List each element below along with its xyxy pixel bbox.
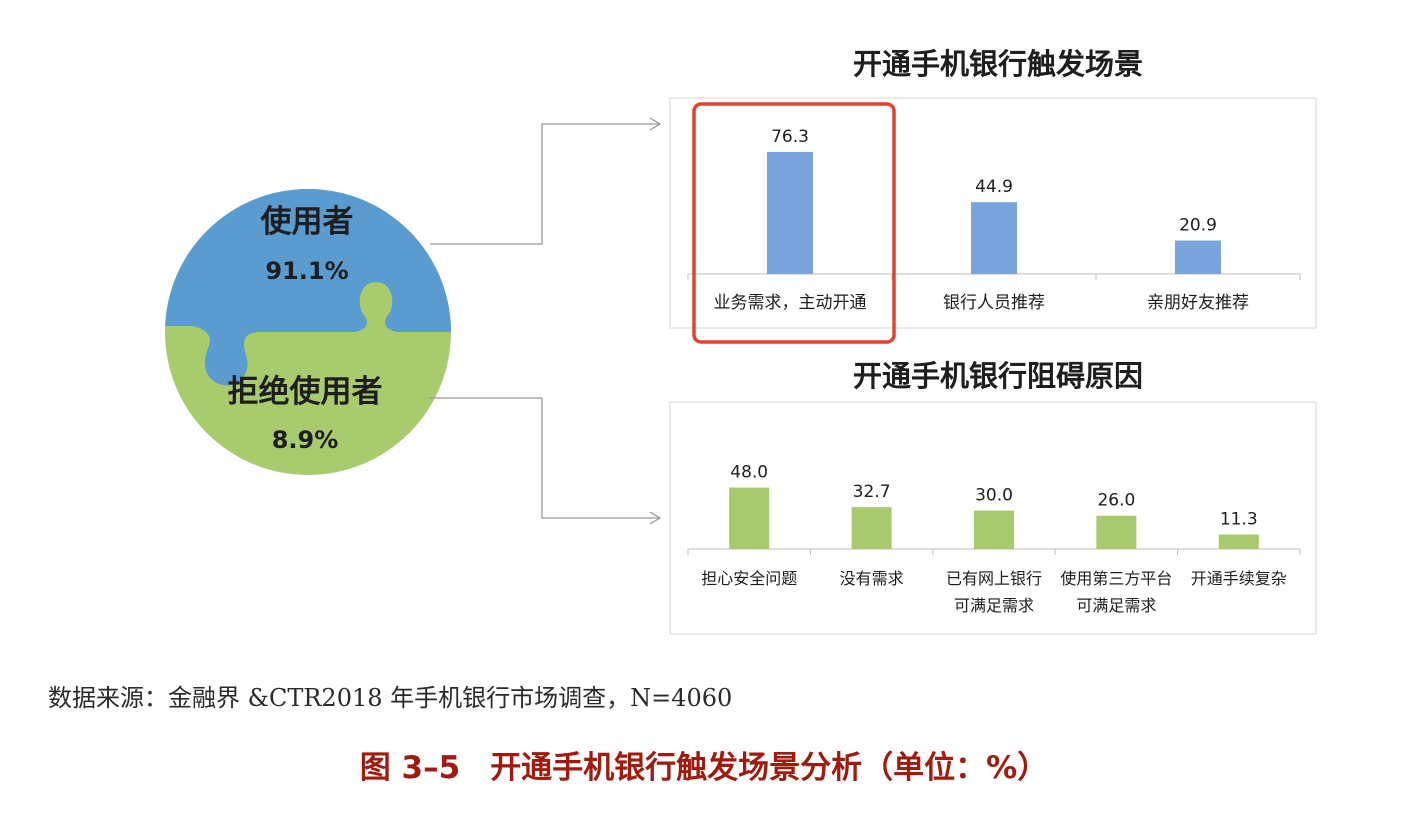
data-label: 44.9: [975, 177, 1013, 197]
figure-number: 图 3–5: [359, 750, 461, 786]
trigger-chart: 76.3 业务需求，主动开通 44.9 银行人员推荐 20.9 亲朋好友推荐: [687, 102, 1301, 344]
data-label: 76.3: [771, 127, 809, 147]
users-value: 91.1%: [265, 257, 348, 285]
figure-caption-text: 开通手机银行触发场景分析（单位：%）: [490, 750, 1049, 786]
data-label: 26.0: [1097, 491, 1135, 511]
barrier-chart: 48.0担心安全问题32.7没有需求30.0已有网上银行可满足需求26.0使用第…: [687, 463, 1301, 615]
users-label: 使用者: [260, 204, 354, 240]
source-note: 数据来源：金融界 &CTR2018 年手机银行市场调查，N=4060: [48, 684, 733, 712]
category-label: 可满足需求: [1076, 596, 1156, 615]
bar: [1096, 515, 1137, 549]
figure-caption: 图 3–5 开通手机银行触发场景分析（单位：%）: [0, 742, 1408, 787]
puzzle-pie: 使用者 91.1% 拒绝使用者 8.9%: [165, 189, 451, 475]
category-label: 开通手续复杂: [1191, 569, 1287, 588]
arrow-to-trigger-chart: [430, 123, 660, 245]
refusers-value: 8.9%: [272, 426, 339, 454]
category-label: 担心安全问题: [701, 569, 797, 588]
data-label: 20.9: [1179, 216, 1217, 236]
connector-arrows: [430, 117, 662, 525]
barrier-chart-frame: [669, 401, 1317, 635]
category-label: 可满足需求: [954, 596, 1034, 615]
data-label: 11.3: [1220, 510, 1258, 530]
arrow-head-barrier: [649, 511, 662, 525]
category-label: 使用第三方平台: [1060, 569, 1172, 588]
trigger-chart-title: 开通手机银行触发场景: [853, 47, 1143, 81]
highlight-box: [692, 102, 896, 344]
bar: [729, 487, 770, 549]
data-label: 30.0: [975, 486, 1013, 506]
users-segment: [165, 189, 451, 386]
category-label: 没有需求: [840, 569, 904, 588]
data-label: 32.7: [853, 482, 891, 502]
bar: [1218, 534, 1259, 549]
category-label: 亲朋好友推荐: [1147, 293, 1249, 313]
refusers-label: 拒绝使用者: [228, 374, 383, 410]
arrow-head-trigger: [649, 117, 662, 131]
bar: [974, 510, 1014, 549]
category-label: 银行人员推荐: [943, 293, 1045, 313]
bar: [1175, 240, 1221, 274]
bar: [851, 507, 892, 549]
bar: [971, 202, 1017, 274]
trigger-chart-frame: [669, 97, 1317, 329]
category-label: 业务需求，主动开通: [714, 293, 867, 313]
data-label: 48.0: [730, 463, 768, 483]
arrow-to-barrier-chart: [430, 397, 660, 519]
category-label: 已有网上银行: [946, 569, 1042, 588]
barrier-chart-title: 开通手机银行阻碍原因: [853, 359, 1143, 393]
bar: [767, 151, 813, 274]
